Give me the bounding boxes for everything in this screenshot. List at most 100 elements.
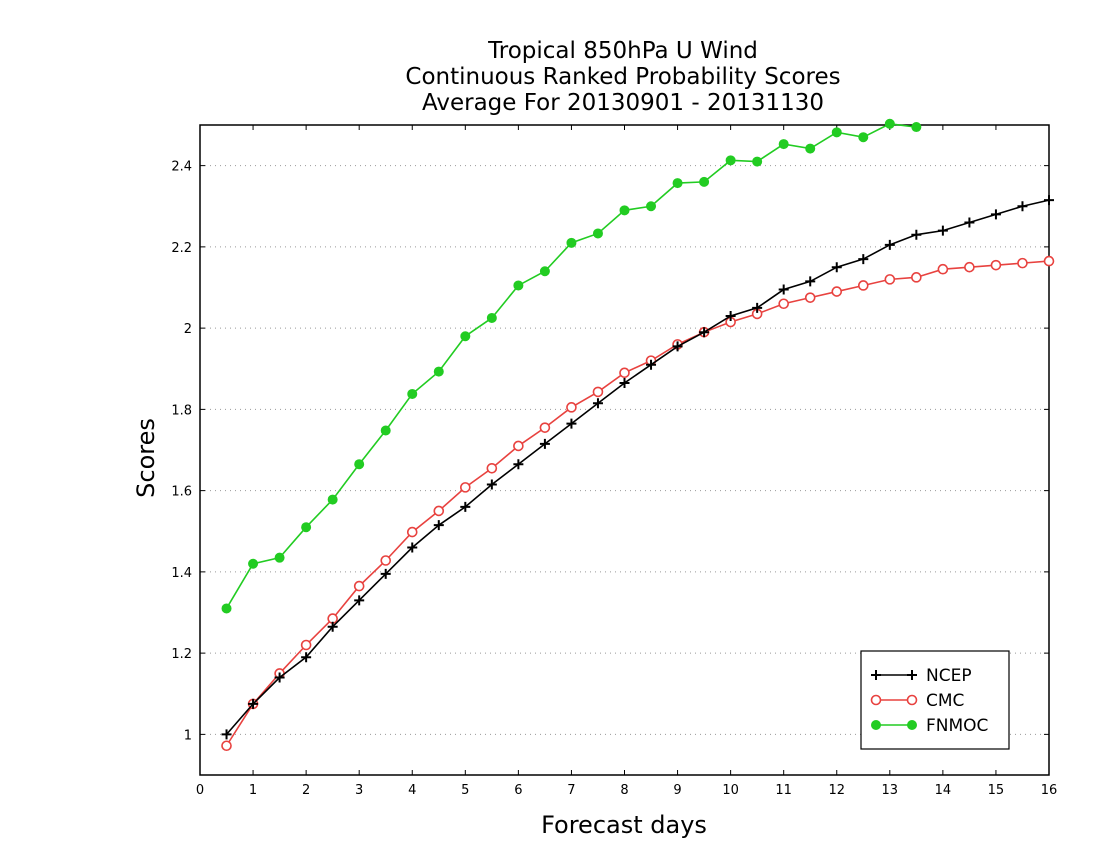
fnmoc-point <box>221 603 232 614</box>
fnmoc-point <box>672 178 683 189</box>
cmc-point <box>300 639 312 651</box>
ncep-point <box>964 217 975 228</box>
legend-entry-ncep: NCEP <box>871 666 972 686</box>
ncep-point <box>274 672 285 683</box>
cmc-point <box>804 292 816 303</box>
x-tick-label: 13 <box>882 783 899 798</box>
cmc-point <box>778 298 789 310</box>
fnmoc-point <box>539 266 550 277</box>
ncep-point <box>248 698 259 709</box>
fnmoc-point <box>354 459 365 470</box>
series-line-ncep <box>225 199 1050 735</box>
fnmoc-point <box>513 280 524 291</box>
ncep-point <box>725 310 736 321</box>
fnmoc-point <box>871 720 881 730</box>
cmc-point <box>353 580 365 592</box>
series-cmc <box>221 255 1055 752</box>
x-tick-label: 6 <box>514 783 522 798</box>
cmc-point <box>539 422 551 433</box>
ncep-point <box>752 302 763 313</box>
ncep-point <box>1017 201 1028 212</box>
cmc-point <box>221 740 232 752</box>
y-tick-label: 2.2 <box>171 241 192 256</box>
cmc-point <box>906 694 918 706</box>
gridlines <box>200 165 1049 735</box>
y-axis-label: Scores <box>132 418 160 498</box>
cmc-point <box>870 694 882 706</box>
legend-label: FNMOC <box>926 716 988 736</box>
fnmoc-point <box>460 331 471 342</box>
ncep-point <box>1044 195 1054 206</box>
fnmoc-point <box>884 118 895 129</box>
series-fnmoc <box>221 118 922 614</box>
y-tick-label: 1.8 <box>171 403 192 418</box>
cmc-point <box>990 259 1002 271</box>
ncep-point <box>990 209 1001 220</box>
ncep-point <box>699 327 710 338</box>
x-tick-label: 1 <box>249 783 257 798</box>
x-tick-label: 14 <box>935 783 952 798</box>
cmc-point <box>513 440 524 452</box>
fnmoc-point <box>486 312 497 323</box>
ncep-point <box>592 398 603 409</box>
fnmoc-point <box>407 388 418 399</box>
x-tick-label: 3 <box>355 783 363 798</box>
x-tick-label: 11 <box>775 783 792 798</box>
cmc-point <box>1017 257 1028 269</box>
ncep-point <box>937 225 948 236</box>
fnmoc-point <box>907 720 917 730</box>
cmc-point <box>380 555 392 566</box>
fnmoc-point <box>911 122 922 133</box>
ncep-point <box>646 359 657 370</box>
x-tick-label: 16 <box>1041 783 1058 798</box>
fnmoc-point <box>646 201 657 212</box>
fnmoc-point <box>248 558 259 569</box>
x-tick-label: 0 <box>196 783 204 798</box>
ncep-point <box>858 254 869 265</box>
legend: NCEP CMC FNMOC <box>860 650 1010 750</box>
ncep-point <box>354 595 365 606</box>
series-line-fnmoc <box>225 122 917 609</box>
cmc-point <box>937 263 949 275</box>
fnmoc-point <box>805 143 816 154</box>
fnmoc-point <box>380 425 391 436</box>
x-tick-label: 5 <box>461 783 469 798</box>
ncep-point <box>566 418 577 429</box>
cmc-point <box>911 272 922 283</box>
ncep-point <box>486 479 497 490</box>
cmc-point <box>857 280 869 291</box>
x-axis-label: Forecast days <box>541 811 707 839</box>
fnmoc-point <box>619 205 630 216</box>
x-tick-label: 2 <box>302 783 310 798</box>
cmc-point <box>831 286 843 297</box>
y-tick-label: 1.6 <box>171 485 192 500</box>
cmc-point <box>964 261 975 273</box>
y-tick-label: 2 <box>184 322 192 337</box>
cmc-point <box>592 386 604 398</box>
chart-title-line-2: Continuous Ranked Probability Scores <box>405 64 840 90</box>
cmc-point <box>619 367 630 379</box>
ncep-point <box>407 542 418 553</box>
x-tick-label: 4 <box>408 783 416 798</box>
fnmoc-point <box>778 139 789 150</box>
cmc-point <box>460 482 471 493</box>
fnmoc-point <box>566 237 577 248</box>
ncep-point <box>805 276 816 287</box>
fnmoc-point <box>301 522 312 533</box>
ncep-point <box>380 568 391 579</box>
fnmoc-point <box>592 228 603 239</box>
cmc-point <box>884 274 896 285</box>
y-tick-label: 1.4 <box>171 566 192 581</box>
x-tick-label: 10 <box>722 783 739 798</box>
ncep-point <box>539 438 550 449</box>
y-tick-label: 1.2 <box>171 647 192 662</box>
series-ncep <box>221 195 1054 740</box>
ncep-point <box>672 341 683 352</box>
ncep-point <box>778 284 789 295</box>
fnmoc-point <box>752 156 763 167</box>
ncep-point <box>907 670 917 680</box>
cmc-point <box>486 462 498 474</box>
y-tick-label: 1 <box>184 728 192 743</box>
ncep-point <box>327 621 338 632</box>
